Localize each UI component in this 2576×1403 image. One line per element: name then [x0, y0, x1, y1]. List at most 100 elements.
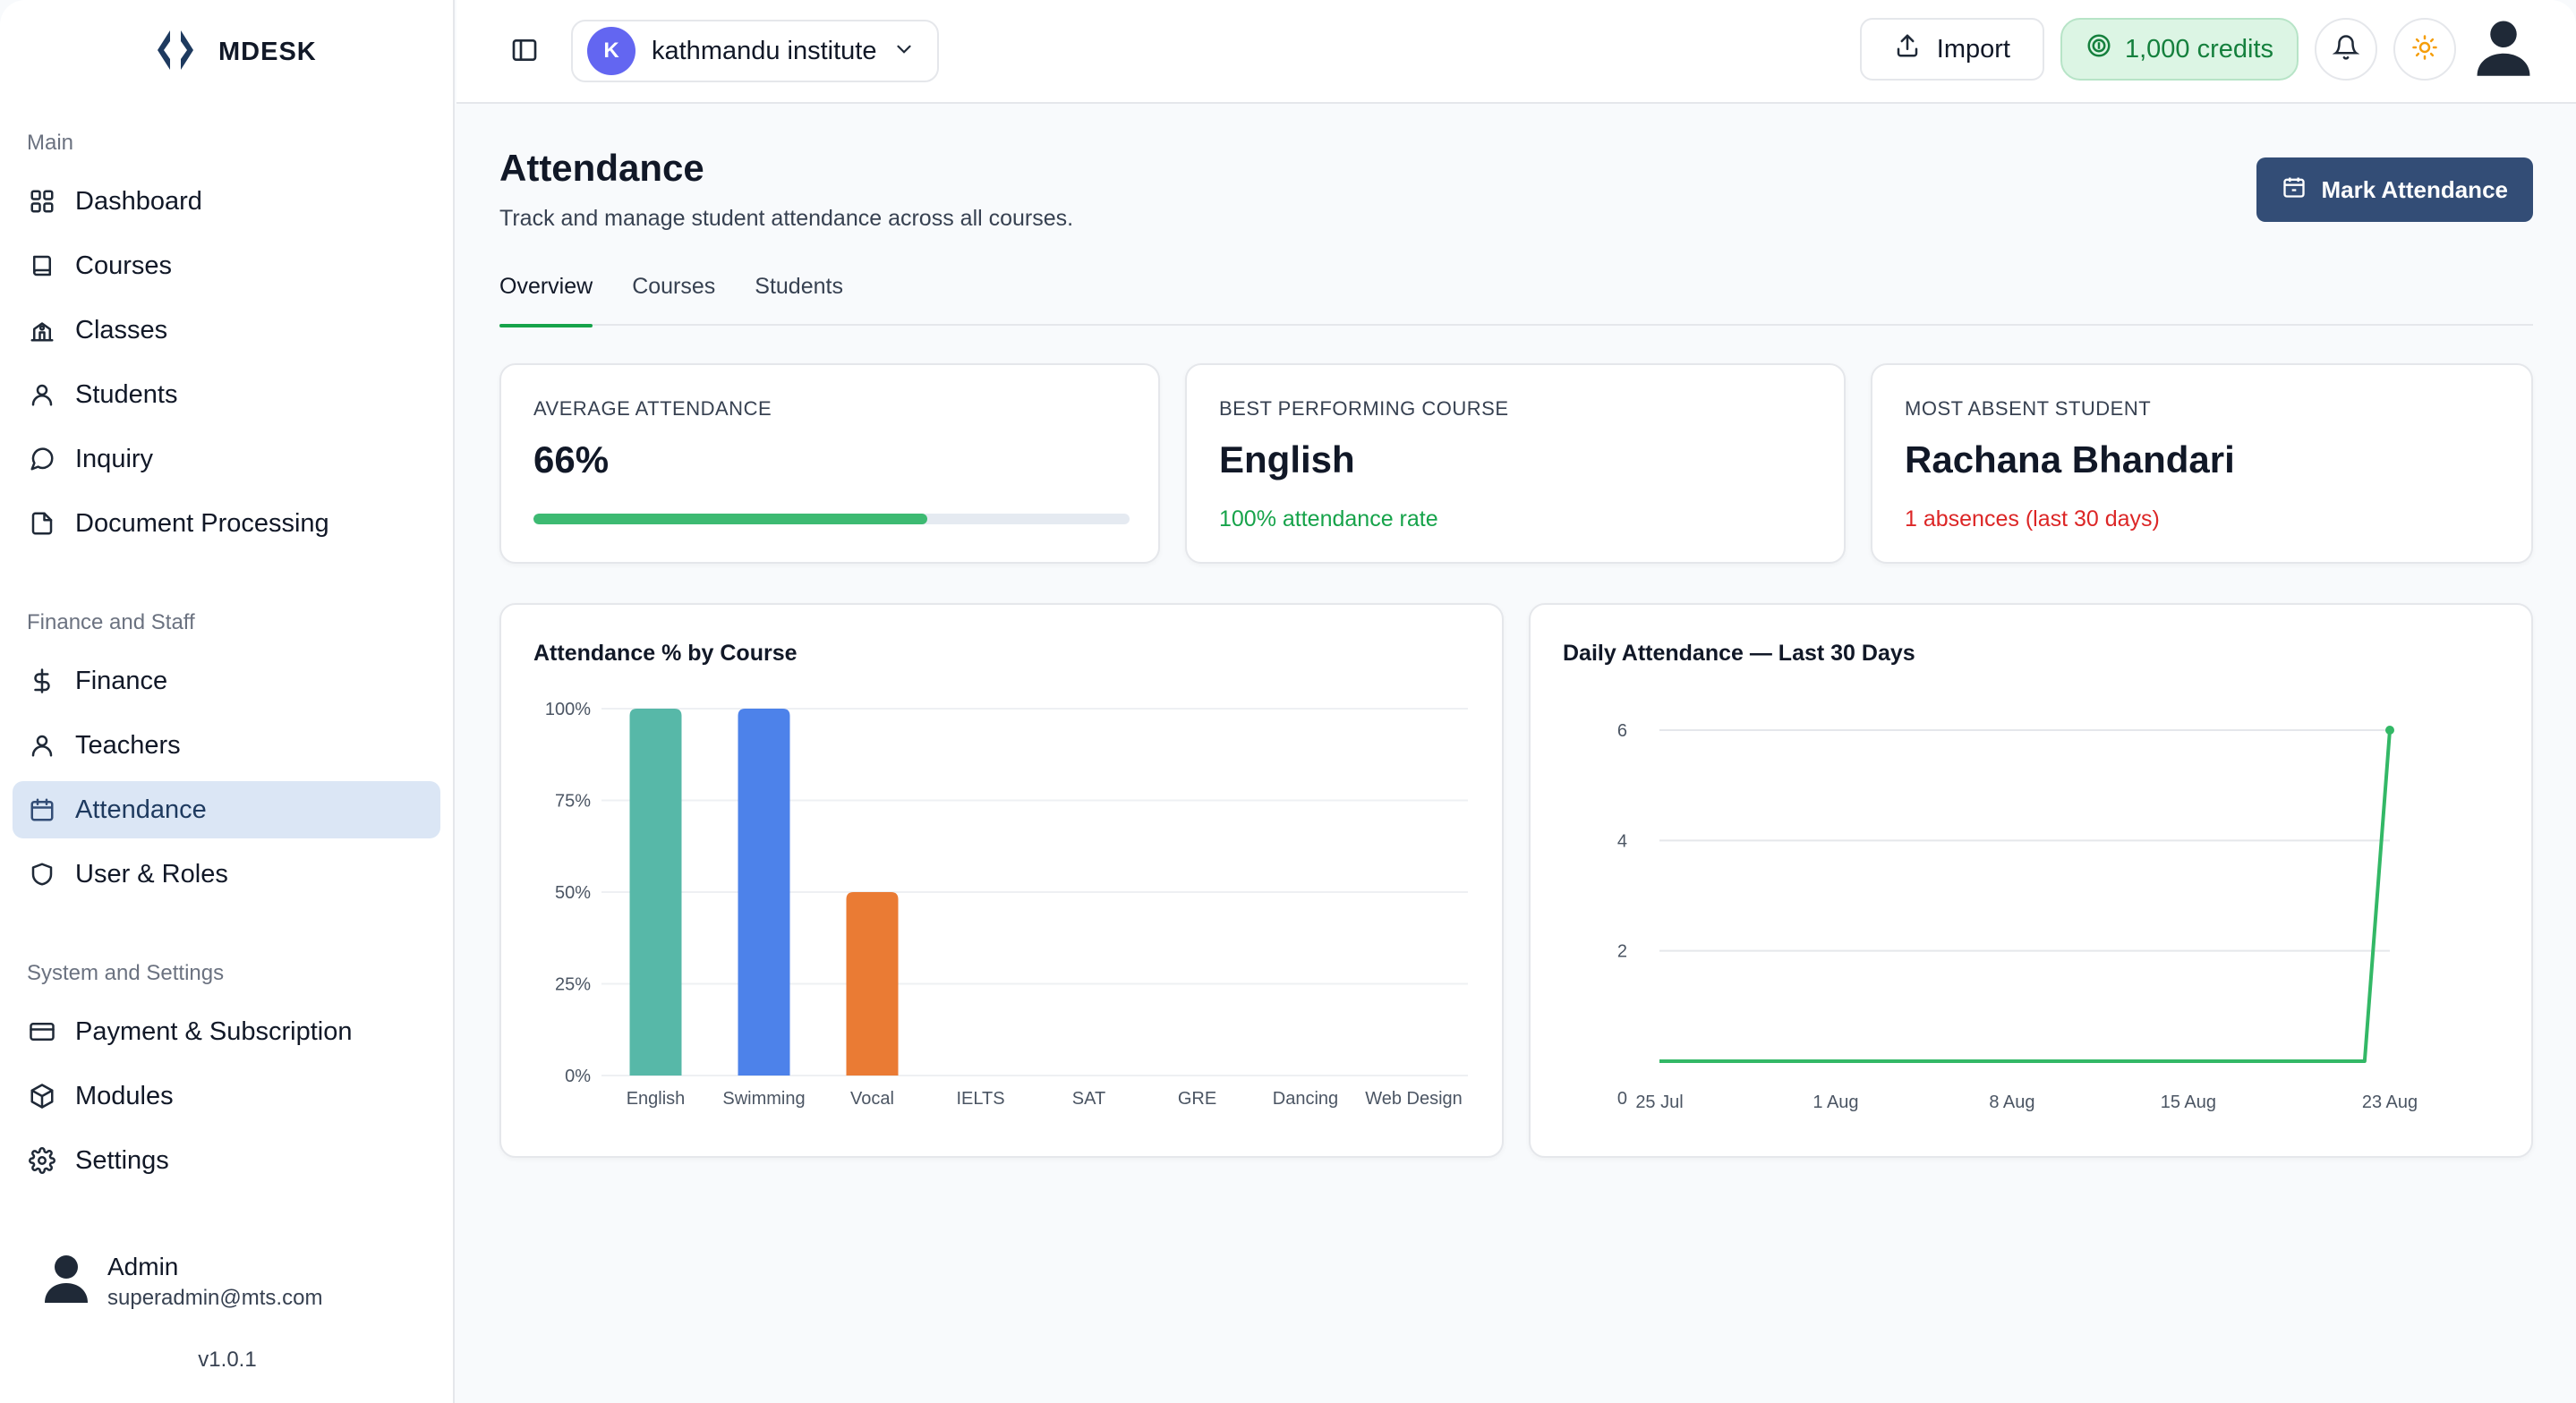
credits-button[interactable]: 1,000 credits	[2060, 18, 2299, 81]
notifications-button[interactable]	[2315, 18, 2377, 81]
stat-note: 1 absences (last 30 days)	[1905, 506, 2160, 531]
import-button[interactable]: Import	[1859, 18, 2044, 81]
sidebar-item-document-processing[interactable]: Document Processing	[13, 495, 440, 552]
x-tick-label: Dancing	[1273, 1089, 1338, 1109]
sidebar-item-finance[interactable]: Finance	[13, 652, 440, 710]
sidebar-item-classes[interactable]: Classes	[13, 302, 440, 359]
y-tick-label: 2	[1617, 942, 1627, 962]
top-bar: K kathmandu institute Import 1,000 credi…	[456, 0, 2576, 104]
profile-menu-button[interactable]	[2472, 18, 2535, 81]
stat-value: Rachana Bhandari	[1905, 438, 2235, 480]
page-subtitle: Track and manage student attendance acro…	[499, 206, 1074, 231]
upload-icon	[1894, 32, 1921, 66]
sidebar-item-attendance[interactable]: Attendance	[13, 781, 440, 838]
calendar-icon	[2282, 174, 2307, 206]
grid-icon	[29, 188, 55, 215]
user-email: superadmin@mts.com	[107, 1286, 323, 1310]
avatar-icon	[2475, 17, 2532, 82]
sidebar-item-dashboard[interactable]: Dashboard	[13, 173, 440, 230]
sidebar-item-settings[interactable]: Settings	[13, 1132, 440, 1189]
file-icon	[29, 510, 55, 537]
stat-value: 66%	[533, 438, 610, 480]
sidebar-toggle-button[interactable]	[507, 34, 542, 70]
sidebar-item-label: Attendance	[75, 795, 207, 824]
x-tick-label: 23 Aug	[2362, 1093, 2418, 1112]
credits-label: 1,000 credits	[2124, 34, 2273, 64]
sidebar-item-courses[interactable]: Courses	[13, 237, 440, 294]
sidebar-item-teachers[interactable]: Teachers	[13, 717, 440, 774]
x-tick-label: IELTS	[956, 1089, 1004, 1109]
sidebar-item-label: Inquiry	[75, 444, 154, 473]
avatar	[41, 1251, 91, 1309]
sidebar-item-modules[interactable]: Modules	[13, 1067, 440, 1125]
x-tick-label: GRE	[1178, 1089, 1216, 1109]
chat-icon	[29, 446, 55, 472]
organization-switcher[interactable]: K kathmandu institute	[571, 20, 940, 82]
package-icon	[29, 1083, 55, 1110]
y-tick-label: 4	[1617, 831, 1627, 851]
stat-note: 100% attendance rate	[1219, 506, 1438, 531]
sidebar-item-inquiry[interactable]: Inquiry	[13, 430, 440, 488]
chevron-down-icon	[892, 38, 916, 65]
bar	[738, 709, 790, 1076]
tab-courses[interactable]: Courses	[632, 274, 716, 299]
progress-fill	[533, 514, 927, 524]
sidebar-item-payment[interactable]: Payment & Subscription	[13, 1003, 440, 1060]
stat-value: English	[1219, 438, 1355, 480]
chart-title: Attendance % by Course	[533, 641, 798, 666]
school-icon	[29, 317, 55, 344]
most-absent-card: MOST ABSENT STUDENT Rachana Bhandari 1 a…	[1871, 363, 2533, 564]
import-label: Import	[1936, 34, 2010, 64]
stat-label: MOST ABSENT STUDENT	[1905, 397, 2152, 420]
logo-icon	[152, 27, 199, 78]
sidebar-item-label: Payment & Subscription	[75, 1016, 353, 1046]
gear-icon	[29, 1147, 55, 1174]
bar-chart-svg: 0% 25% 50% 75% 100% English Swimming Vocal IELTS…	[545, 700, 1468, 1109]
card-icon	[29, 1018, 55, 1045]
sidebar-item-students[interactable]: Students	[13, 366, 440, 423]
top-actions: Import 1,000 credits	[1859, 18, 2535, 81]
book-icon	[29, 252, 55, 279]
x-tick-label: 15 Aug	[2161, 1093, 2216, 1112]
mark-attendance-button[interactable]: Mark Attendance	[2256, 157, 2533, 222]
x-tick-label: Vocal	[850, 1089, 894, 1109]
x-tick-label: Swimming	[722, 1089, 805, 1109]
sidebar-item-label: Finance	[75, 666, 168, 695]
y-tick-label: 100%	[545, 700, 591, 719]
sidebar-item-label: Dashboard	[75, 186, 202, 216]
attendance-progress-bar	[533, 514, 1130, 524]
bar	[846, 892, 899, 1076]
page-title: Attendance	[499, 147, 704, 189]
bell-icon	[2332, 34, 2360, 65]
shield-icon	[29, 861, 55, 888]
x-tick-label: 25 Jul	[1635, 1093, 1683, 1112]
average-attendance-card: AVERAGE ATTENDANCE 66%	[499, 363, 1160, 564]
theme-toggle-button[interactable]	[2393, 18, 2456, 81]
organization-avatar: K	[587, 27, 635, 75]
sun-icon	[2411, 34, 2438, 65]
sidebar-item-label: User & Roles	[75, 859, 228, 889]
section-title-main: Main	[27, 131, 74, 155]
tab-students[interactable]: Students	[755, 274, 843, 299]
user-icon	[29, 732, 55, 759]
user-profile[interactable]: Admin superadmin@mts.com	[41, 1251, 322, 1311]
sidebar-item-label: Classes	[75, 315, 168, 344]
x-tick-label: SAT	[1072, 1089, 1105, 1109]
user-icon	[29, 381, 55, 408]
sidebar: MDESK Main Dashboard Courses Classes Stu…	[0, 0, 455, 1403]
dollar-icon	[29, 667, 55, 694]
y-tick-label: 0%	[565, 1067, 591, 1086]
sidebar-item-user-roles[interactable]: User & Roles	[13, 846, 440, 903]
tab-overview[interactable]: Overview	[499, 274, 593, 327]
line-chart-svg: 0 2 4 6 25 Jul 1 Aug 8 Aug 15 Aug 23 Aug	[1617, 721, 2418, 1112]
bar	[629, 709, 682, 1076]
brand[interactable]: MDESK	[152, 27, 317, 78]
section-title-finance: Finance and Staff	[27, 610, 195, 634]
daily-attendance-chart: Daily Attendance — Last 30 Days 0 2 4 6 25 J…	[1529, 603, 2533, 1158]
x-tick-label: 8 Aug	[1989, 1093, 2034, 1112]
y-tick-label: 50%	[555, 883, 591, 903]
y-tick-label: 75%	[555, 792, 591, 812]
main-content: Attendance Track and manage student atte…	[456, 104, 2576, 1403]
organization-name: kathmandu institute	[652, 36, 877, 65]
y-tick-label: 25%	[555, 975, 591, 995]
